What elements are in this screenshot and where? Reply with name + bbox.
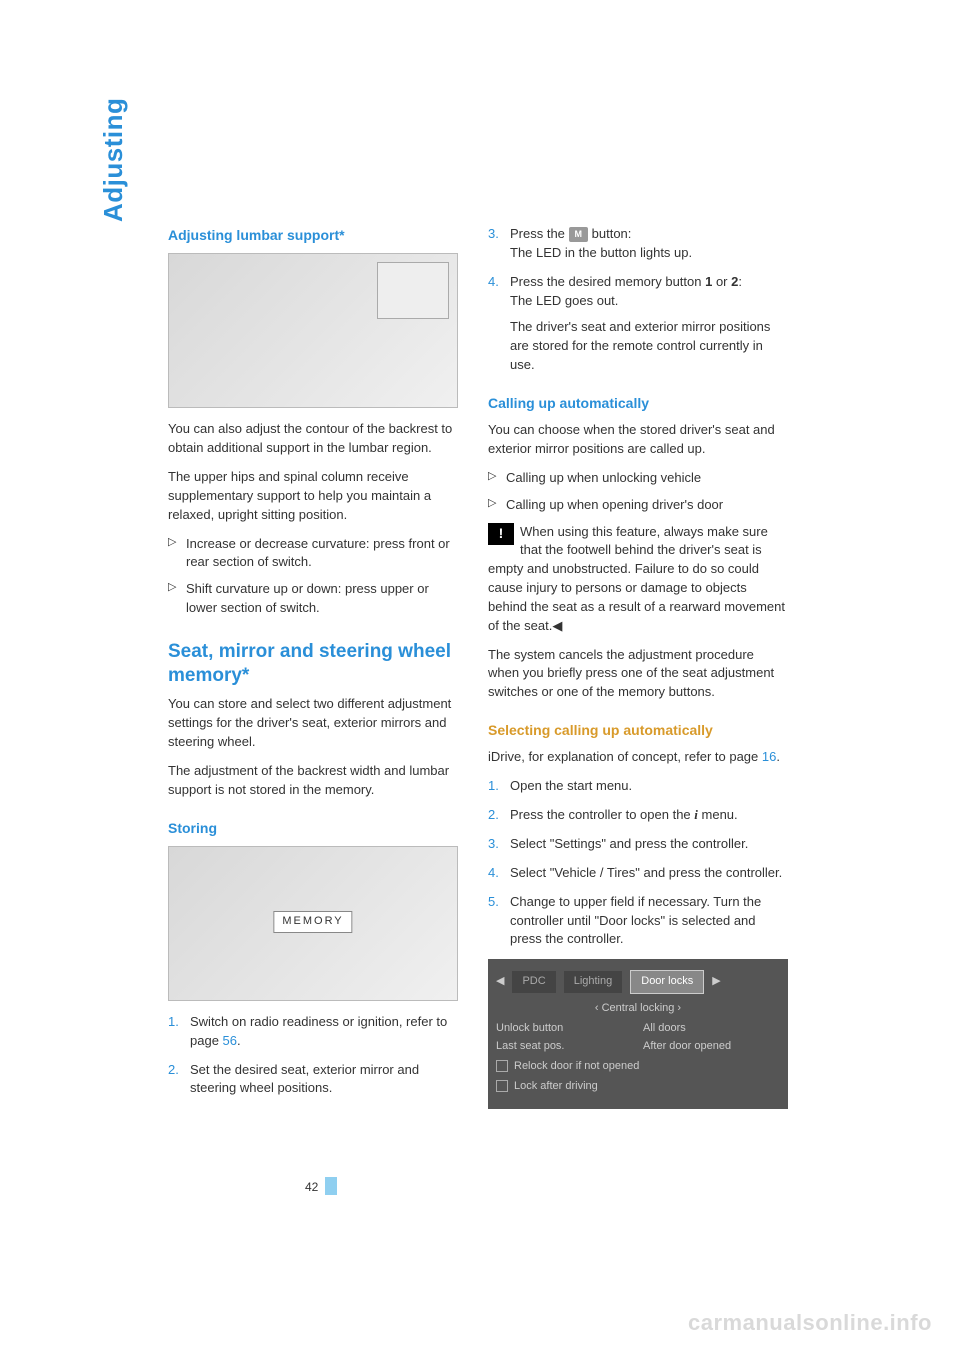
screen-checkbox-row: Lock after driving [496, 1079, 780, 1095]
screen-cell: Unlock button [496, 1021, 633, 1037]
heading-calling-auto: Calling up automatically [488, 393, 788, 413]
screen-tab: PDC [512, 971, 555, 993]
nav-right-icon: ▶ [712, 974, 720, 990]
storing-steps: 1. Switch on radio readiness or ignition… [168, 1013, 458, 1098]
list-item: 4. Select "Vehicle / Tires" and press the… [488, 864, 788, 883]
lumbar-bullet-list: Increase or decrease curvature: press fr… [168, 535, 458, 618]
step-text-mid: or [712, 274, 731, 289]
para-lumbar-1: You can also adjust the contour of the b… [168, 420, 458, 458]
left-column: Adjusting lumbar support* You can also a… [168, 225, 458, 1109]
m-button-icon: M [569, 227, 589, 242]
figure-memory-buttons: MEMORY [168, 846, 458, 1001]
step-text: Select "Vehicle / Tires" and press the c… [510, 865, 782, 880]
figure-idrive-screen: ◀ PDC Lighting Door locks ▶ ‹ Central lo… [488, 959, 788, 1109]
select-steps: 1. Open the start menu. 2. Press the contr… [488, 777, 788, 949]
warning-icon [488, 523, 514, 545]
screen-subtitle: ‹ Central locking › [496, 997, 780, 1021]
para-memory-2: The adjustment of the backrest width and… [168, 762, 458, 800]
step-text: Select "Settings" and press the controll… [510, 836, 748, 851]
figure-lumbar-switch [168, 253, 458, 408]
list-item: 1. Switch on radio readiness or ignition… [168, 1013, 458, 1051]
list-item: Increase or decrease curvature: press fr… [168, 535, 458, 573]
warning-block: When using this feature, always make sur… [488, 523, 788, 636]
step-number: 2. [168, 1061, 179, 1080]
heading-storing: Storing [168, 818, 458, 838]
list-item: Shift curvature up or down: press upper … [168, 580, 458, 618]
step-number: 2. [488, 806, 499, 825]
screen-tab: Lighting [564, 971, 623, 993]
step-text: Press the [510, 226, 569, 241]
step-number: 1. [488, 777, 499, 796]
memory-badge: MEMORY [273, 911, 352, 933]
heading-lumbar: Adjusting lumbar support* [168, 225, 458, 245]
screen-cell: Last seat pos. [496, 1039, 633, 1055]
page-body: Adjusting lumbar support* You can also a… [0, 0, 960, 1109]
list-item: 5. Change to upper field if necessary. Tu… [488, 893, 788, 950]
step-number: 4. [488, 864, 499, 883]
list-item: 2. Set the desired seat, exterior mirror… [168, 1061, 458, 1099]
screen-tab-selected: Door locks [630, 970, 704, 994]
screen-grid: Unlock button All doors Last seat pos. A… [496, 1021, 780, 1055]
list-item: Calling up when unlocking vehicle [488, 469, 788, 488]
page-link[interactable]: 56 [223, 1033, 237, 1048]
step-text: Change to upper field if necessary. Turn… [510, 894, 761, 947]
screen-cell: All doors [643, 1021, 780, 1037]
para-memory-1: You can store and select two different a… [168, 695, 458, 752]
info-icon: i [694, 806, 698, 825]
step-text-post: . [237, 1033, 241, 1048]
screen-cell: After door opened [643, 1039, 780, 1055]
step-sub-2: The driver's seat and exterior mirror po… [510, 318, 788, 375]
list-item: 1. Open the start menu. [488, 777, 788, 796]
section-title-vertical: Adjusting [98, 98, 129, 222]
step-number: 1. [168, 1013, 179, 1032]
list-item: 2. Press the controller to open the i men… [488, 806, 788, 825]
calling-bullet-list: Calling up when unlocking vehicle Callin… [488, 469, 788, 515]
step-text: Open the start menu. [510, 778, 632, 793]
step-sub: The LED in the button lights up. [510, 244, 788, 263]
storing-steps-cont: 3. Press the M button: The LED in the bu… [488, 225, 788, 375]
para-select-post: . [776, 749, 780, 764]
step-number: 4. [488, 273, 499, 292]
page-number-marker [325, 1177, 337, 1195]
step-number: 5. [488, 893, 499, 912]
list-item: Calling up when opening driver's door [488, 496, 788, 515]
step-text: Set the desired seat, exterior mirror an… [190, 1062, 419, 1096]
step-text: Press the controller to open the i menu. [510, 807, 738, 822]
heading-memory: Seat, mirror and steering wheel memory* [168, 640, 458, 688]
right-column: 3. Press the M button: The LED in the bu… [488, 225, 788, 1109]
screen-tabs: ◀ PDC Lighting Door locks ▶ [496, 967, 780, 997]
nav-left-icon: ◀ [496, 974, 504, 990]
para-select-intro: iDrive, for explanation of concept, refe… [488, 748, 788, 767]
warning-text: When using this feature, always make sur… [488, 524, 785, 633]
step-sub: The LED goes out. [510, 292, 788, 311]
step-number: 3. [488, 835, 499, 854]
step-text: Press the desired memory button [510, 274, 705, 289]
para-lumbar-2: The upper hips and spinal column receive… [168, 468, 458, 525]
list-item: 3. Press the M button: The LED in the bu… [488, 225, 788, 263]
para-select-pre: iDrive, for explanation of concept, refe… [488, 749, 762, 764]
step-number: 3. [488, 225, 499, 244]
page-link[interactable]: 16 [762, 749, 776, 764]
step-text-post: button: [588, 226, 631, 241]
step-text-post: : [738, 274, 742, 289]
heading-selecting-auto: Selecting calling up automatically [488, 720, 788, 740]
list-item: 3. Select "Settings" and press the contro… [488, 835, 788, 854]
para-calling-1: You can choose when the stored driver's … [488, 421, 788, 459]
list-item: 4. Press the desired memory button 1 or … [488, 273, 788, 375]
page-number: 42 [305, 1180, 318, 1194]
para-calling-2: The system cancels the adjustment proced… [488, 646, 788, 703]
watermark: carmanualsonline.info [688, 1310, 932, 1336]
screen-checkbox-row: Relock door if not opened [496, 1059, 780, 1075]
